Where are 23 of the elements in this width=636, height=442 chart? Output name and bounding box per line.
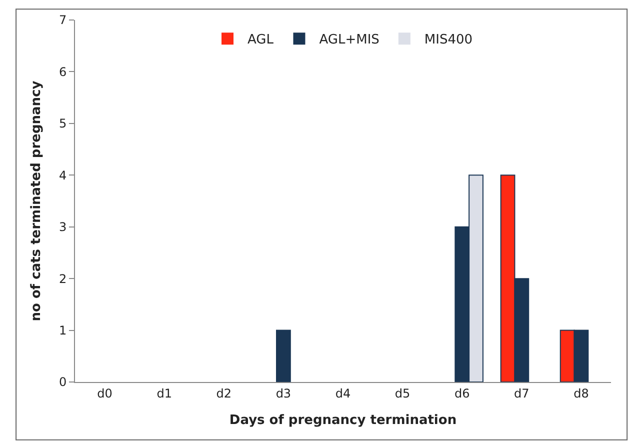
x-tick-label: d5 (394, 386, 410, 400)
y-tick-label: 2 (58, 272, 67, 286)
y-tick-label: 1 (58, 323, 67, 338)
x-tick-label: d8 (574, 386, 589, 400)
x-tick-label: d0 (97, 386, 112, 400)
y-tick-label: 6 (58, 64, 67, 79)
y-tick-label: 0 (58, 375, 67, 390)
x-tick-label: d2 (216, 386, 232, 400)
y-tick-label: 5 (58, 116, 67, 131)
bar (276, 330, 291, 382)
legend-label: MIS400 (424, 32, 473, 48)
x-axis-title: Days of pregnancy termination (229, 413, 457, 428)
x-tick-label: d4 (335, 386, 351, 400)
x-tick-label: d7 (514, 386, 530, 400)
legend-label: AGL+MIS (319, 32, 380, 48)
x-tick-label: d6 (454, 386, 470, 400)
x-tick-label: d3 (276, 386, 292, 400)
y-tick-label: 4 (58, 168, 67, 182)
y-axis-title: no of cats terminated pregnancy (28, 80, 44, 322)
legend-label: AGL (248, 32, 274, 48)
x-tick-label: d1 (156, 386, 172, 400)
y-tick-label: 3 (58, 220, 67, 234)
y-tick-label: 7 (58, 13, 67, 28)
